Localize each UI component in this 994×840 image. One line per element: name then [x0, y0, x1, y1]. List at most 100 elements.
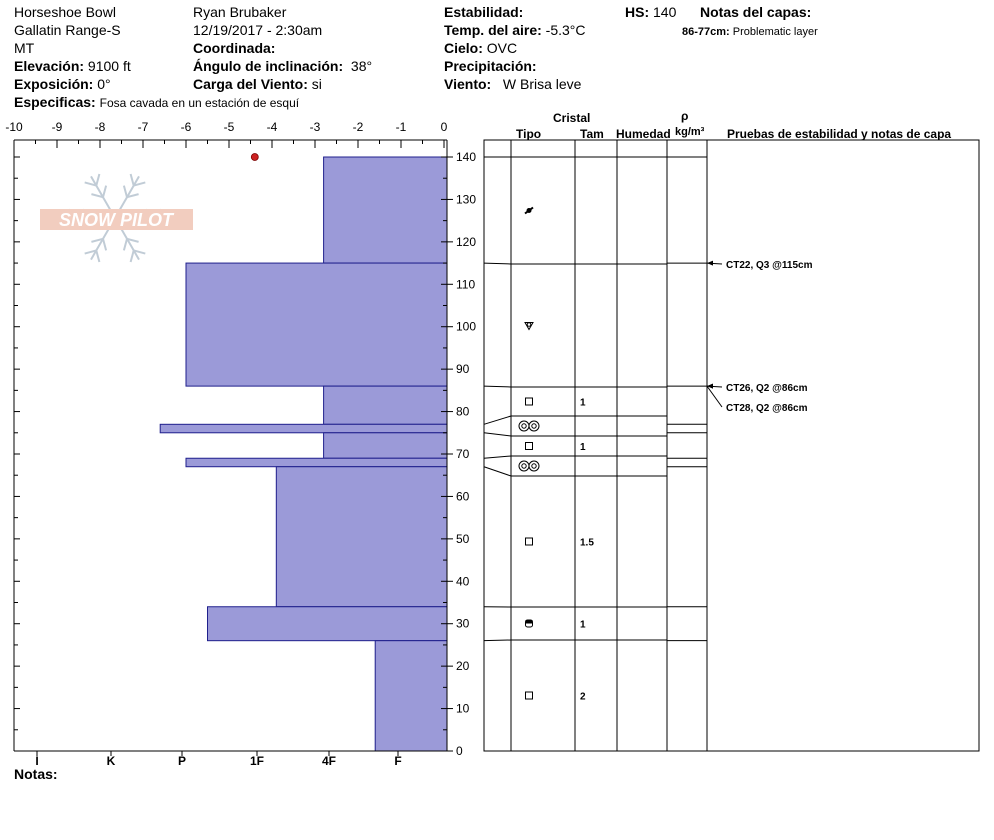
- logo-banner: [40, 209, 193, 230]
- snowflake-branch: [126, 237, 139, 243]
- depth-tick-label: 80: [456, 405, 470, 419]
- hardness-bar: [275, 466, 448, 608]
- slope-value: 38°: [350, 58, 373, 74]
- depth-tick-label: 60: [456, 489, 470, 503]
- stability-label: Estabilidad:: [444, 4, 524, 20]
- temperature-tick-label: -3: [310, 120, 321, 134]
- crust-icon: [518, 460, 530, 472]
- sky-label: Cielo:: [444, 40, 483, 56]
- crust-icon: [528, 460, 540, 472]
- crust-icon: [528, 420, 540, 432]
- state-name: MT: [14, 40, 35, 56]
- depth-tick-label: 110: [456, 277, 475, 291]
- depth-tick-label: 100: [456, 320, 476, 334]
- depth-connector-line: [483, 639, 512, 642]
- depth-tick-label: 70: [456, 447, 470, 461]
- crystal-size-label: 1: [580, 398, 586, 409]
- temperature-tick-label: -10: [5, 120, 23, 134]
- snowflake-branch: [133, 181, 146, 187]
- snowflake-branch: [129, 250, 135, 263]
- layer-notes-label: Notas del capas:: [700, 4, 812, 20]
- temperature-tick-label: -4: [267, 120, 278, 134]
- depth-connector-line: [483, 385, 512, 388]
- snowflake-branch: [126, 193, 139, 199]
- wind-load-label: Carga del Viento:: [193, 76, 308, 92]
- hs-value: 140: [653, 4, 677, 20]
- crust-icon: [521, 423, 527, 429]
- temperature-tick-label: -8: [95, 120, 106, 134]
- observer-name: Ryan Brubaker: [193, 4, 287, 20]
- aspect-row: Exposición: 0°: [14, 76, 111, 92]
- location-name: Horseshoe Bowl: [14, 4, 116, 20]
- snowflake-branch: [91, 237, 104, 243]
- depth-connector-line: [483, 262, 512, 265]
- hs-row: HS: 140: [625, 4, 676, 20]
- faceted-crystal-icon: [525, 442, 533, 450]
- hardness-bar: [374, 640, 448, 752]
- rho-header: ρ: [681, 109, 689, 123]
- crystal-header: Cristal: [553, 111, 591, 125]
- snowflake-branch: [95, 250, 101, 263]
- depth-tick-label: 50: [456, 532, 470, 546]
- depth-tick-label: 0: [456, 744, 463, 758]
- hardness-bar: [323, 156, 448, 264]
- size-header: Tam: [580, 127, 604, 141]
- air-temp-value: -5.3°C: [545, 22, 586, 38]
- depth-connector-line: [483, 415, 512, 425]
- snowflake-branch: [95, 173, 101, 186]
- snowflake-branch: [102, 238, 108, 251]
- observation-datetime: 12/19/2017 - 2:30am: [193, 22, 323, 38]
- sky-row: Cielo: OVC: [444, 40, 517, 56]
- precipitation-label: Precipitación:: [444, 58, 537, 74]
- snowflake-branch: [84, 181, 97, 187]
- elevation-row: Elevación: 9100 ft: [14, 58, 131, 74]
- hardness-tick-label: I: [35, 754, 38, 768]
- depth-tick-label: 90: [456, 362, 470, 376]
- temperature-tick-label: -2: [353, 120, 364, 134]
- hardness-tick-label: 1F: [250, 754, 264, 768]
- sky-value: OVC: [486, 40, 518, 56]
- crystal-size-label: 1: [580, 442, 586, 453]
- stability-test-arrowhead: [707, 260, 713, 266]
- crust-icon: [531, 423, 537, 429]
- hardness-bar: [323, 385, 448, 425]
- temperature-tick-label: -5: [224, 120, 235, 134]
- faceted-crystal-icon: [525, 397, 533, 406]
- crystal-size-label: 2: [580, 692, 586, 703]
- temperature-tick-label: -9: [52, 120, 63, 134]
- density-unit-header: kg/m³: [675, 126, 705, 138]
- temperature-tick-label: -7: [138, 120, 149, 134]
- hardness-bar: [159, 423, 448, 434]
- coordinate-label: Coordinada:: [193, 40, 276, 56]
- tests-header: Pruebas de estabilidad y notas de capa: [727, 127, 952, 141]
- stability-test-label: CT26, Q2 @86cm: [726, 383, 808, 394]
- air-temp-row: Temp. del aire: -5.3°C: [444, 22, 586, 38]
- aspect-value: 0°: [97, 76, 111, 92]
- logo-text: SNOW PILOT: [59, 210, 175, 230]
- range-name: Gallatin Range-S: [14, 22, 121, 38]
- layer-table-frame: [483, 139, 980, 752]
- hardness-tick-label: F: [394, 754, 401, 768]
- snowflake-branch: [122, 238, 128, 251]
- snow-pilot-logo: SNOW PILOT: [40, 173, 193, 263]
- depth-tick-label: 120: [456, 235, 476, 249]
- depth-connector-line: [483, 432, 512, 437]
- air-temperature-point: [250, 153, 259, 161]
- temperature-tick-label: -1: [396, 120, 407, 134]
- type-header: Tipo: [516, 127, 542, 141]
- specifics-value: Fosa cavada en un estación de esquí: [99, 96, 300, 110]
- crust-icon: [518, 420, 530, 432]
- crystal-size-label: 1.5: [580, 538, 594, 549]
- notes-label: Notas:: [14, 766, 58, 782]
- hardness-tick-label: K: [107, 754, 116, 768]
- temperature-tick-label: 0: [441, 120, 448, 134]
- hardness-tick-label: P: [178, 754, 186, 768]
- fragment-icon: [526, 208, 532, 213]
- faceted-crystal-icon: [525, 537, 533, 546]
- snowflake-branch: [102, 185, 108, 198]
- stability-test-arrowhead: [707, 383, 713, 389]
- elevation-label: Elevación:: [14, 58, 85, 74]
- snowflake-branch: [84, 249, 97, 255]
- layer-note-row: 86-77cm: Problematic layer: [682, 24, 818, 40]
- hardness-tick-label: 4F: [322, 754, 336, 768]
